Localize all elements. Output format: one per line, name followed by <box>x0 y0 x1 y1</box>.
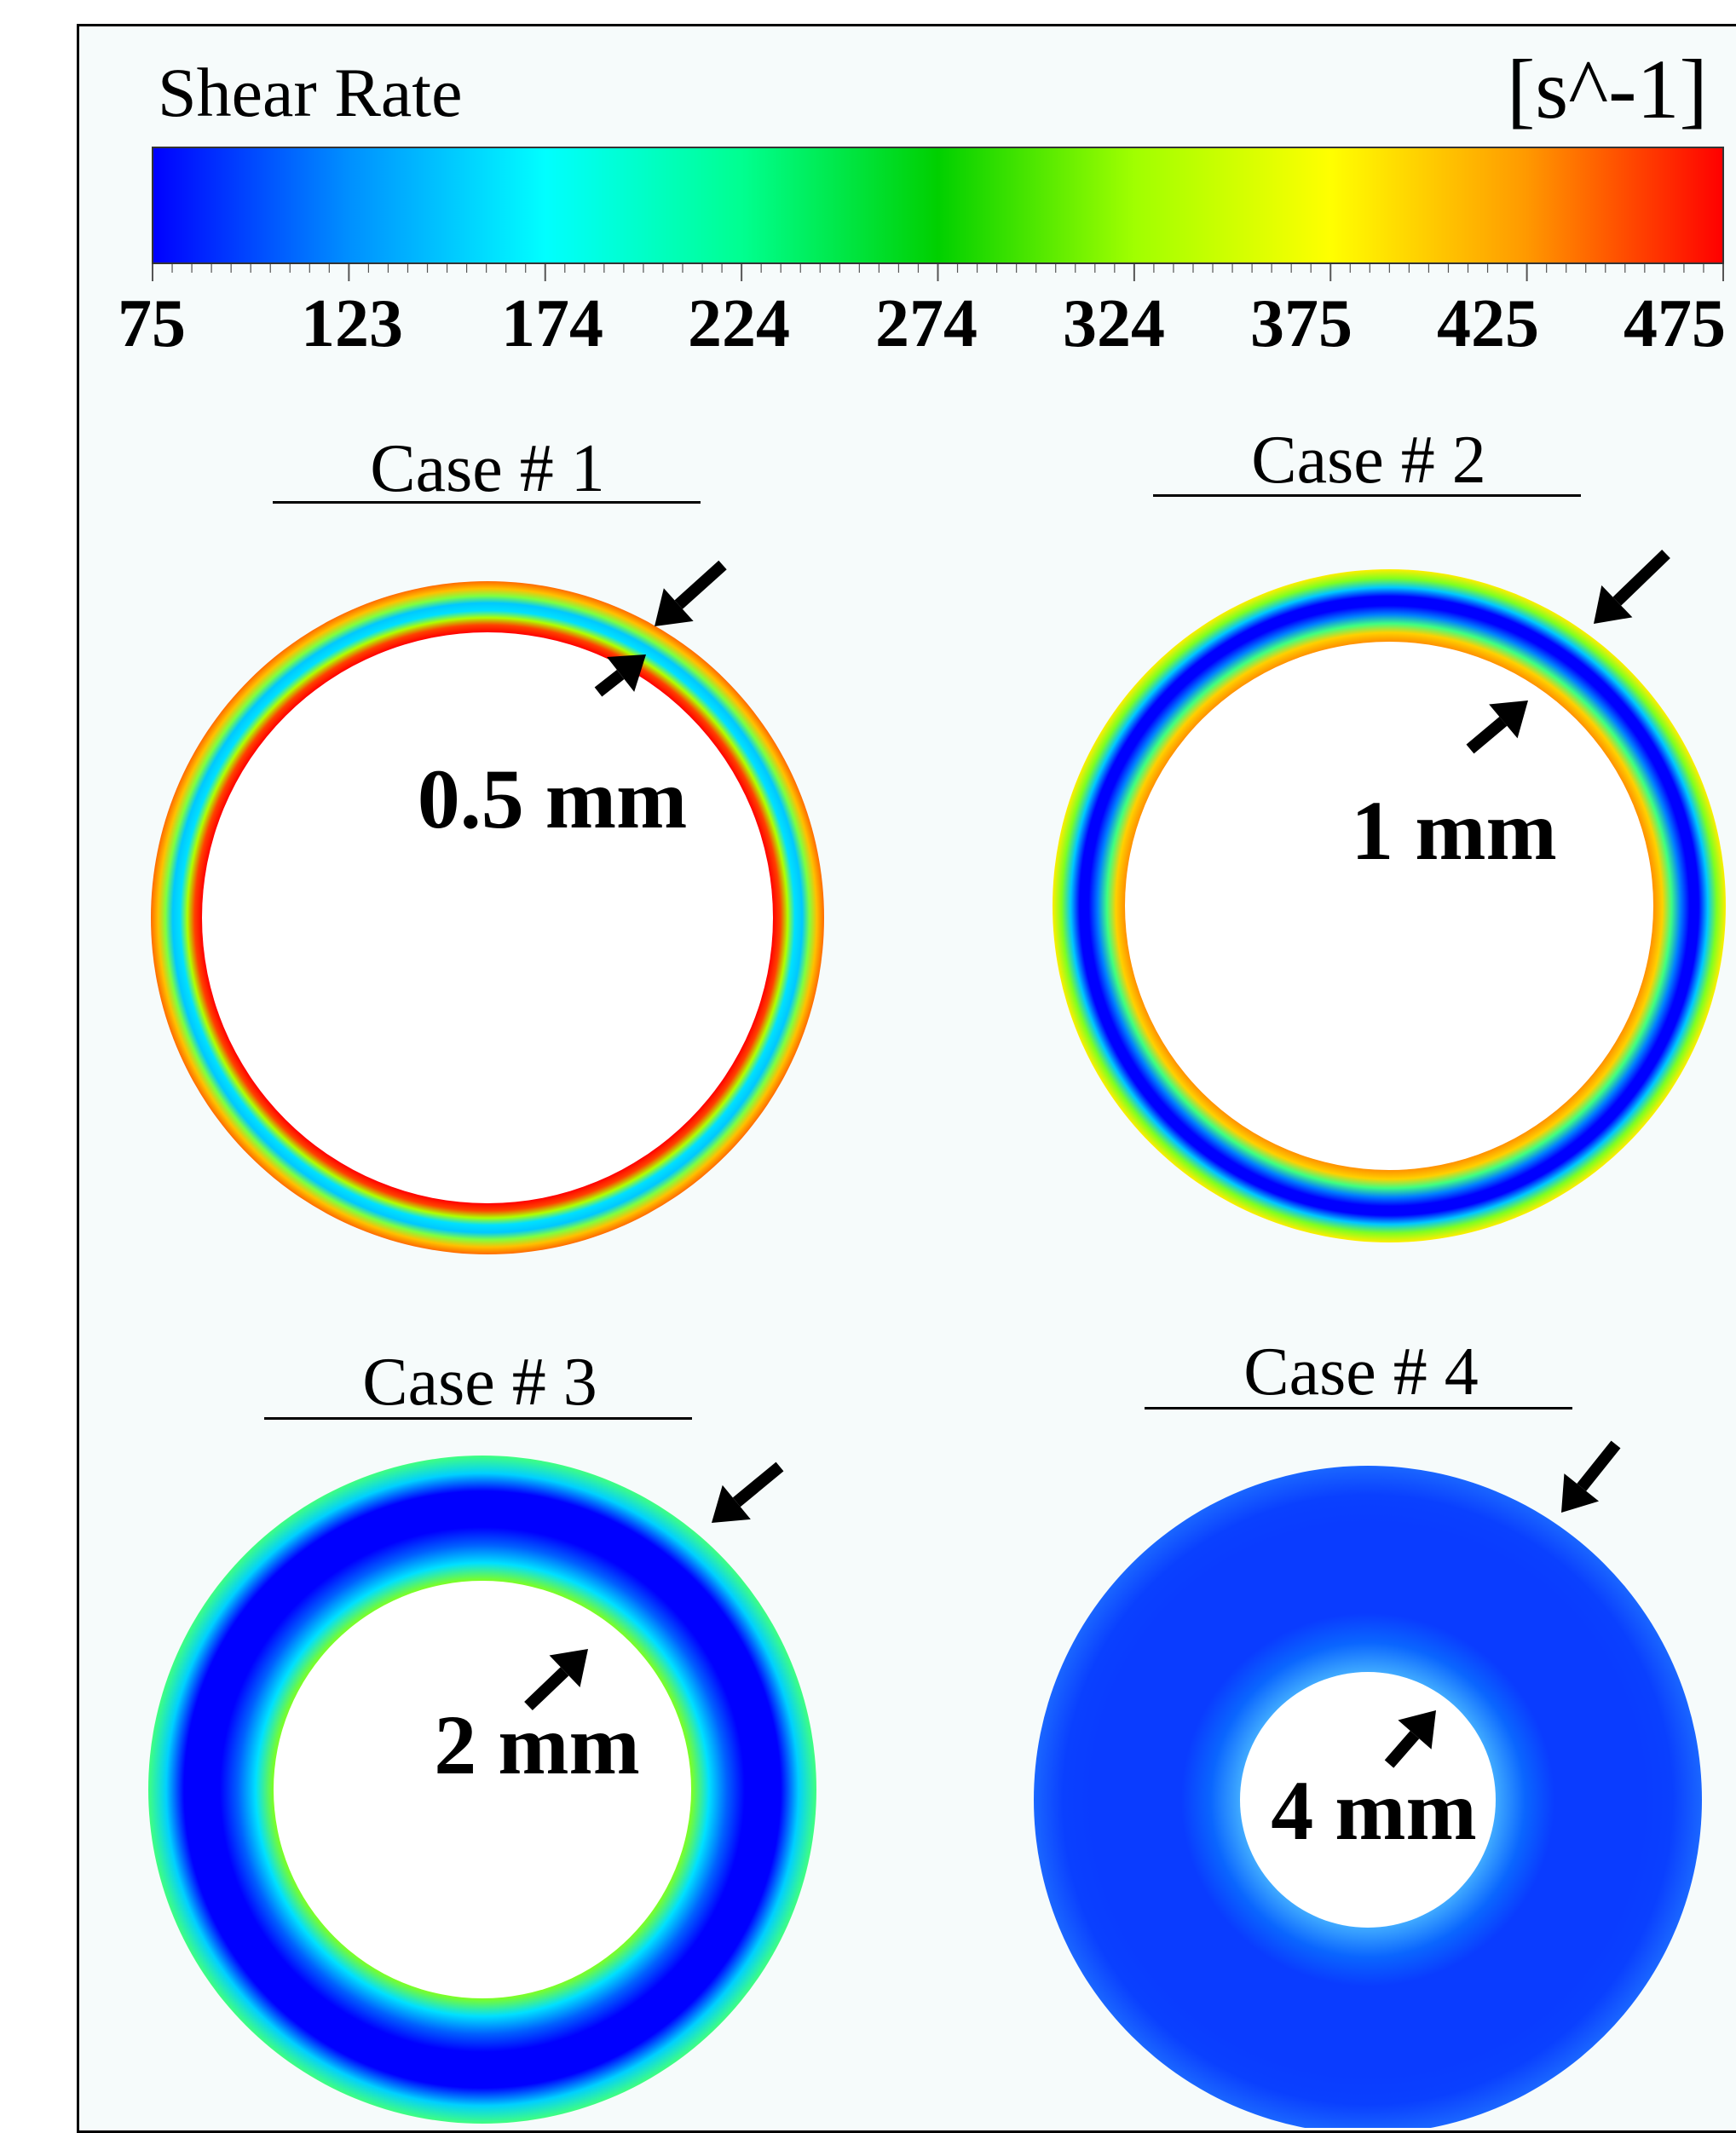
case-1-gap-label: 0.5 mm <box>417 752 688 846</box>
case-2-underline <box>1153 494 1581 497</box>
case-3-gap-label: 2 mm <box>434 1698 640 1792</box>
case-4-gap-label: 4 mm <box>1271 1763 1477 1858</box>
tick-label-0: 75 <box>118 286 186 361</box>
tick-label-1: 123 <box>301 286 403 361</box>
arrow-head <box>1594 585 1633 624</box>
case-2-title: Case # 2 <box>1251 423 1486 498</box>
case-3-inner-core <box>274 1581 691 1998</box>
legend-title: Shear Rate <box>158 54 463 131</box>
colorbar <box>152 147 1724 281</box>
arrow-shaft <box>1384 1731 1420 1768</box>
colorbar-ticks <box>152 264 1724 281</box>
tick-label-6: 375 <box>1250 286 1352 361</box>
case-2-inner-core <box>1125 642 1653 1170</box>
arrow-shaft <box>674 560 727 609</box>
tick-label-5: 324 <box>1063 286 1165 361</box>
arrow-shaft <box>524 1667 569 1711</box>
case-1-inner-core <box>202 632 773 1203</box>
arrow-head <box>1561 1473 1600 1513</box>
arrow-head <box>1489 700 1528 739</box>
arrow-head <box>549 1649 588 1688</box>
arrow-head <box>1398 1710 1436 1750</box>
case-4-title: Case # 4 <box>1243 1335 1479 1410</box>
case-1-underline <box>273 501 701 504</box>
case-4-underline <box>1145 1407 1572 1410</box>
tick-label-2: 174 <box>501 286 603 361</box>
case-2-gap-label: 1 mm <box>1351 783 1557 878</box>
arrow-head <box>607 654 646 692</box>
arrow-shaft <box>1466 717 1508 754</box>
tick-label-8: 475 <box>1624 286 1726 361</box>
legend-unit: [s^-1] <box>1507 42 1708 136</box>
colorbar-gradient <box>152 147 1724 264</box>
case-3-title: Case # 3 <box>362 1345 597 1420</box>
case-3-underline <box>264 1417 692 1420</box>
arrow-shaft <box>594 669 625 697</box>
tick-label-4: 274 <box>875 286 978 361</box>
arrow-head <box>655 588 694 626</box>
tick-label-3: 224 <box>688 286 790 361</box>
arrow-head <box>712 1484 751 1523</box>
arrow-shaft <box>1577 1440 1621 1491</box>
tick-label-7: 425 <box>1437 286 1539 361</box>
case-1-title: Case # 1 <box>370 431 605 506</box>
arrow-shaft <box>1612 549 1670 606</box>
arrow-shaft <box>732 1461 784 1508</box>
